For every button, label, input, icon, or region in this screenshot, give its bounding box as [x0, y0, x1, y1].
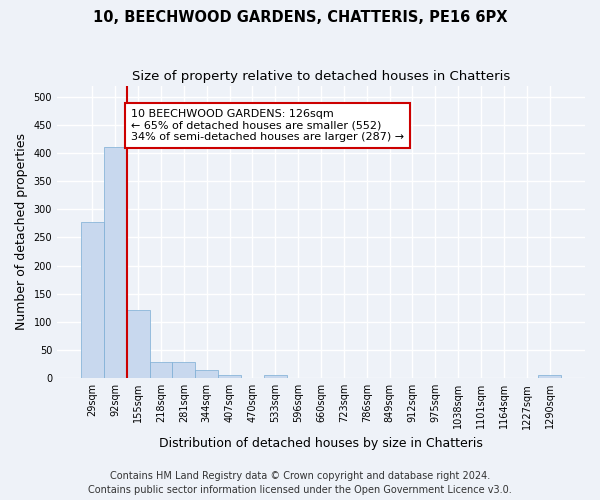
Text: 10 BEECHWOOD GARDENS: 126sqm
← 65% of detached houses are smaller (552)
34% of s: 10 BEECHWOOD GARDENS: 126sqm ← 65% of de… [131, 109, 404, 142]
Bar [81, 222, 104, 378]
Bar [127, 310, 149, 378]
Y-axis label: Number of detached properties: Number of detached properties [15, 134, 28, 330]
Title: Size of property relative to detached houses in Chatteris: Size of property relative to detached ho… [132, 70, 510, 83]
Bar [149, 362, 172, 378]
Bar [218, 376, 241, 378]
X-axis label: Distribution of detached houses by size in Chatteris: Distribution of detached houses by size … [159, 437, 483, 450]
Bar [104, 148, 127, 378]
Text: 10, BEECHWOOD GARDENS, CHATTERIS, PE16 6PX: 10, BEECHWOOD GARDENS, CHATTERIS, PE16 6… [93, 10, 507, 25]
Bar [172, 362, 196, 378]
Text: Contains HM Land Registry data © Crown copyright and database right 2024.
Contai: Contains HM Land Registry data © Crown c… [88, 471, 512, 495]
Bar [538, 376, 561, 378]
Bar [196, 370, 218, 378]
Bar [264, 375, 287, 378]
